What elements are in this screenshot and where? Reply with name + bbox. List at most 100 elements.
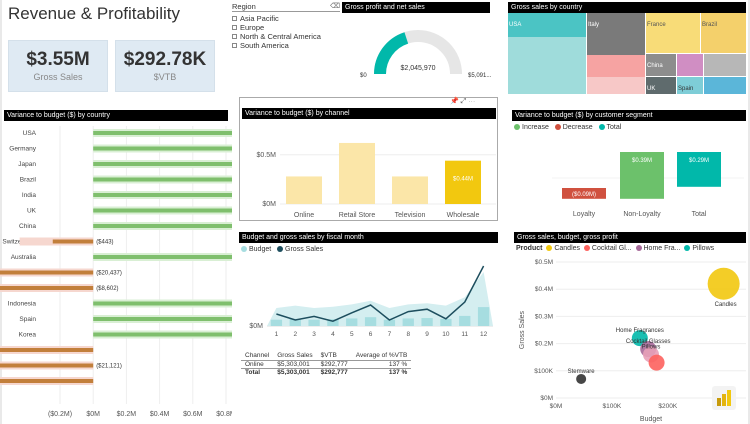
- column-header[interactable]: Average of %VTB: [351, 352, 412, 361]
- kpi-card-gross-sales[interactable]: $3.55M Gross Sales: [8, 40, 108, 92]
- segment-bar-total: [677, 152, 721, 187]
- gauge-title: Gross profit and net sales: [342, 2, 490, 13]
- legend-label: Home Fra...: [643, 245, 681, 252]
- table-cell: 137 %: [388, 360, 408, 368]
- table-cell: Total: [241, 367, 274, 376]
- point-label: Cocktail Glasses: [626, 339, 671, 345]
- y-tick-label: $0M: [249, 323, 263, 330]
- legend-dot: [277, 246, 284, 252]
- kpi-card-vtb[interactable]: $292.78K $VTB: [115, 40, 215, 92]
- slicer-item-label: Asia Pacific: [240, 14, 279, 23]
- scatter-chart[interactable]: $0M $100K $0.2M $0.3M $0.4M $0.5M $0M $100K $200…: [514, 254, 750, 424]
- legend-title: Product: [516, 245, 543, 252]
- legend-label: Total: [606, 124, 622, 131]
- legend-cocktail[interactable]: Cocktail Gl...: [583, 245, 632, 252]
- country-variance-title: Variance to budget ($) by country: [4, 110, 228, 121]
- monthly-title: Budget and gross sales by fiscal month: [239, 232, 498, 243]
- country-variance-chart[interactable]: ($0.2M)$0M$0.2M$0.4M$0.6M$0.8MUSA$188,55…: [0, 122, 232, 422]
- legend-dot: [241, 246, 247, 252]
- x-tick-label: $0M: [86, 411, 100, 418]
- monthly-chart[interactable]: $0M1 2 3 4 5 6 7 8 9 10 11 12: [239, 256, 498, 346]
- column-header[interactable]: Channel: [241, 352, 274, 361]
- pin-icon[interactable]: 📌: [450, 98, 459, 105]
- kpi-label: Gross Sales: [33, 72, 83, 82]
- budget-bar: [440, 318, 452, 326]
- kpi-value: $292.78K: [123, 49, 207, 70]
- treemap-tile-spain[interactable]: Spain: [677, 77, 703, 94]
- budget-bar: [421, 318, 433, 326]
- treemap-tile-uk[interactable]: UK: [646, 77, 676, 94]
- gauge-chart[interactable]: $0 $2,045,970 $5,091...: [342, 14, 492, 80]
- y-tick-label: $0.5M: [535, 259, 553, 266]
- data-label: ($0.09M): [572, 192, 596, 198]
- channel-variance-chart[interactable]: $0M $0.5M Online Retail Store Television $0.4…: [240, 120, 498, 220]
- slicer-item-europe[interactable]: Europe: [232, 23, 340, 32]
- legend-dot: [546, 245, 553, 251]
- legend-candles[interactable]: Candles: [546, 245, 580, 252]
- treemap-label: Spain: [678, 86, 694, 92]
- legend-decrease: Decrease: [554, 124, 593, 131]
- budget-bar: [346, 318, 358, 326]
- kpi-value: $3.55M: [26, 49, 90, 70]
- more-options-icon[interactable]: ⋯: [468, 98, 476, 105]
- x-tick-label: 3: [312, 331, 316, 338]
- country-bar: [0, 379, 94, 383]
- treemap-tile-italy-a: [587, 55, 645, 77]
- legend-label: Decrease: [562, 124, 593, 131]
- focus-mode-icon[interactable]: ⤢: [460, 98, 467, 105]
- table-row[interactable]: Online $5,303,001 $292,777 137 %: [241, 360, 411, 368]
- column-header[interactable]: $VTB: [316, 352, 352, 361]
- data-label: $0.39M: [632, 158, 652, 164]
- legend-home-fragrances[interactable]: Home Fra...: [635, 245, 681, 252]
- checkbox-icon: [232, 25, 237, 30]
- budget-bar: [289, 318, 301, 326]
- gauge-value-label: $2,045,970: [400, 65, 435, 72]
- treemap-chart[interactable]: USA Italy France Brazil China UK Spain: [508, 13, 746, 94]
- legend-label: Pillows: [692, 245, 715, 252]
- x-axis-title: Budget: [640, 416, 662, 423]
- segment-bar-loyalty: [562, 188, 606, 199]
- segment-label: Non-Loyalty: [623, 211, 661, 218]
- y-tick-label: $0M: [540, 395, 553, 402]
- x-tick-label: 7: [388, 331, 392, 338]
- power-bi-logo: [712, 386, 736, 410]
- country-label: USA: [23, 130, 37, 137]
- segment-variance-chart[interactable]: ($0.09M) $0.39M $0.29M Loyalty Non-Loyalty To…: [512, 134, 746, 224]
- table-cell: Online: [245, 360, 264, 368]
- channel-label: Retail Store: [339, 212, 376, 219]
- channel-budget-bar: [339, 142, 375, 204]
- treemap-tile-china[interactable]: China: [646, 54, 676, 76]
- budget-bar: [459, 315, 471, 326]
- slicer-item-label: North & Central America: [240, 32, 321, 41]
- monthly-legend: Budget Gross Sales: [241, 246, 323, 253]
- budget-bar: [477, 307, 490, 326]
- checkbox-icon: [232, 34, 237, 39]
- channel-budget-bar: [286, 176, 322, 204]
- country-bar: [52, 239, 94, 244]
- data-label: ($8,602): [96, 286, 118, 292]
- slicer-item-south-america[interactable]: South America: [232, 41, 340, 50]
- treemap-tile-brazil[interactable]: Brazil: [701, 13, 746, 53]
- country-label: Spain: [19, 316, 36, 323]
- x-tick-label: 5: [350, 331, 354, 338]
- slicer-item-north-central-america[interactable]: North & Central America: [232, 32, 340, 41]
- segment-legend: Increase Decrease Total: [514, 124, 621, 131]
- slicer-item-asia-pacific[interactable]: Asia Pacific: [232, 14, 340, 23]
- treemap-label: Brazil: [702, 22, 718, 28]
- visual-header-icons: 📌 ⤢ ⋯: [450, 97, 475, 106]
- treemap-title: Gross sales by country: [508, 2, 746, 13]
- y-tick-label: $0.2M: [535, 341, 553, 348]
- legend-dot: [554, 124, 561, 130]
- eraser-icon[interactable]: ⌫: [330, 3, 340, 10]
- table-cell: $5,303,001: [273, 367, 317, 376]
- country-bar: [0, 363, 94, 368]
- legend-pillows[interactable]: Pillows: [684, 245, 714, 252]
- data-label: ($20,437): [96, 271, 122, 277]
- treemap-tile-france[interactable]: France: [646, 13, 700, 53]
- kpi-label: $VTB: [153, 72, 177, 82]
- treemap-tile-grey: [704, 54, 746, 76]
- treemap-label: USA: [509, 22, 522, 28]
- column-header[interactable]: Gross Sales: [273, 352, 317, 361]
- table-cell: $292,777: [320, 360, 348, 368]
- country-bar: [93, 255, 232, 259]
